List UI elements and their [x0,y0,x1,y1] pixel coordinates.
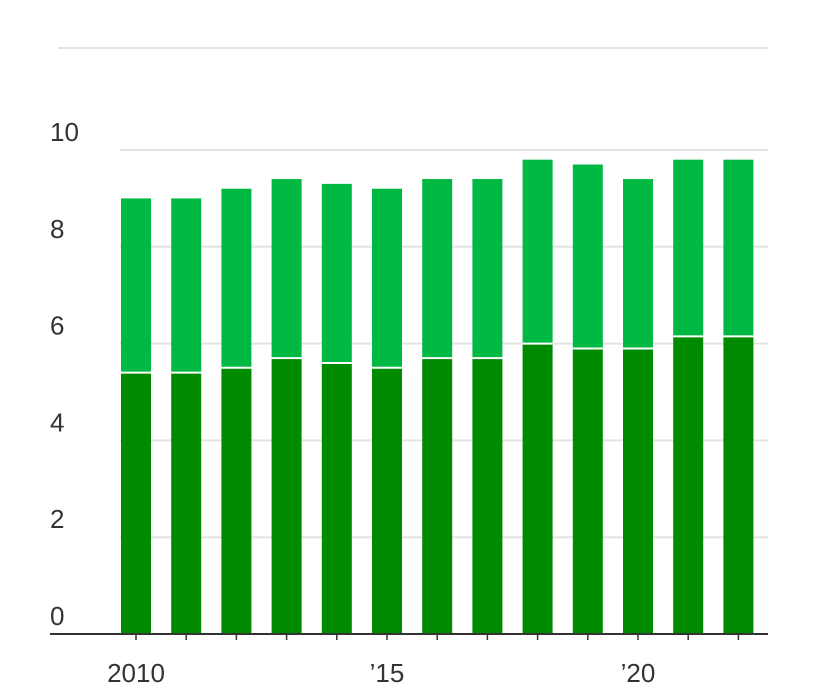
bar-2019-segment-1 [572,348,603,634]
y-tick-label-0: 0 [50,601,64,631]
x-tick-label-2020: ’20 [621,658,656,688]
y-tick-label-2: 2 [50,504,64,534]
bar-2020-segment-2 [623,179,653,349]
x-tick-label-2010: 2010 [107,658,165,688]
bar-2018-segment-1 [522,343,553,634]
bar-2010-segment-2 [121,198,151,373]
bar-2020-segment-1 [623,348,653,634]
bar-2021-segment-2 [673,159,704,337]
x-tick-labels: 2010 ’15 ’20 [107,658,655,688]
bar-2016-segment-1 [422,358,453,634]
bar-2012-segment-1 [221,367,252,634]
bar-2013-segment-1 [271,358,302,634]
y-tick-label-10: 10 [50,117,79,147]
bar-2011-segment-1 [171,372,202,634]
bar-2017-segment-2 [472,179,503,359]
bar-2021-segment-1 [673,336,704,634]
bar-2013-segment-2 [271,179,302,359]
bar-2022-segment-1 [723,336,754,634]
y-tick-label-8: 8 [50,214,64,244]
bar-2010-segment-1 [121,372,151,634]
y-tick-labels: 0 2 4 6 8 10 [50,117,79,631]
x-tick-label-2015: ’15 [370,658,405,688]
bar-2015-segment-2 [372,188,402,368]
bar-2019-segment-2 [572,164,603,349]
bar-2012-segment-2 [221,188,252,368]
bar-2017-segment-1 [472,358,503,634]
bar-2016-segment-2 [422,179,453,359]
bar-2015-segment-1 [372,367,402,634]
bar-2011-segment-2 [171,198,202,373]
y-tick-label-6: 6 [50,311,64,341]
bars [121,159,754,634]
bar-2022-segment-2 [723,159,754,337]
x-ticks [135,634,740,640]
y-tick-label-4: 4 [50,407,64,437]
bar-2018-segment-2 [522,159,553,344]
bar-2014-segment-1 [321,362,352,634]
bar-2014-segment-2 [321,183,352,363]
